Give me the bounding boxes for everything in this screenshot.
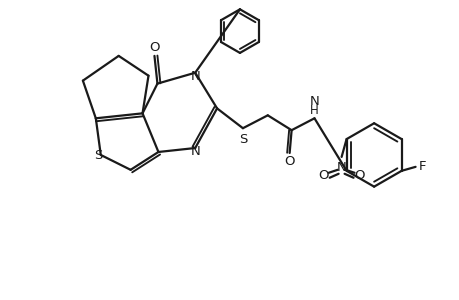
Text: O: O <box>284 155 294 168</box>
Text: S: S <box>95 149 103 162</box>
Text: N: N <box>190 70 200 83</box>
Text: O: O <box>149 41 159 55</box>
Text: N: N <box>190 146 200 158</box>
Text: F: F <box>418 160 425 173</box>
Text: O: O <box>353 169 364 182</box>
Text: N: N <box>336 161 346 174</box>
Text: S: S <box>238 133 246 146</box>
Text: O: O <box>318 169 328 182</box>
Text: N: N <box>309 95 319 108</box>
Text: H: H <box>309 104 318 117</box>
